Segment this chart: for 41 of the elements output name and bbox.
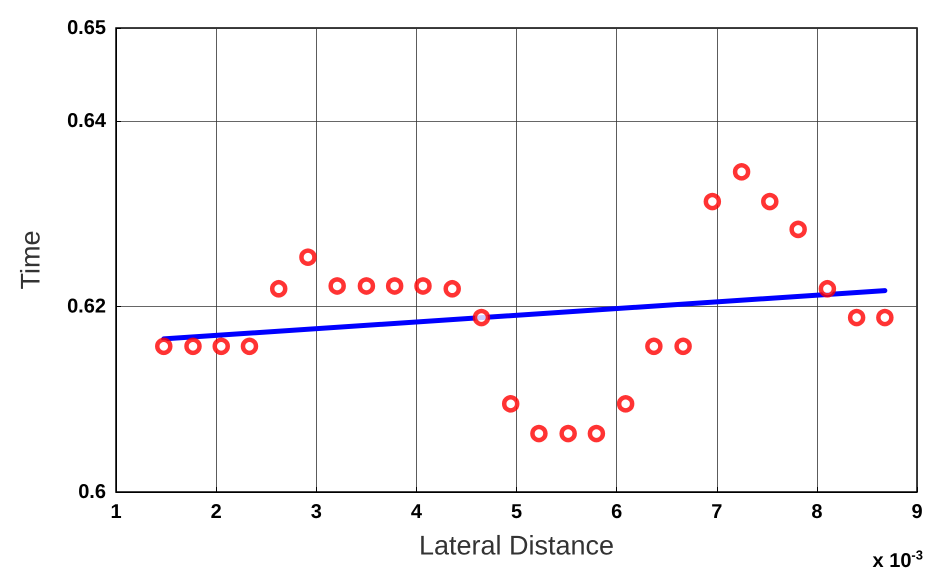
point	[386, 277, 404, 295]
point	[212, 338, 230, 356]
point	[588, 424, 606, 442]
y-tick-label: 0.6	[78, 481, 106, 503]
point	[443, 280, 461, 298]
point	[876, 308, 894, 326]
x-tick-label: 7	[711, 501, 722, 523]
point	[358, 277, 376, 295]
point	[240, 338, 258, 356]
x-tick-label: 3	[310, 501, 322, 523]
point	[848, 308, 866, 326]
point	[674, 338, 692, 356]
point	[270, 280, 288, 298]
point	[414, 277, 432, 295]
point	[472, 308, 490, 326]
y-axis-title: Time	[16, 230, 46, 290]
point	[559, 424, 577, 442]
x-axis-title: Lateral Distance	[418, 530, 614, 560]
point	[645, 338, 663, 356]
point	[704, 192, 722, 210]
point	[761, 192, 779, 210]
point	[530, 424, 548, 442]
point	[299, 248, 317, 266]
y-tick-label: 0.65	[67, 17, 106, 39]
y-tick-label: 0.62	[67, 295, 106, 318]
point	[818, 280, 836, 298]
x-tick-label: 4	[410, 501, 423, 523]
x-tick-label: 6	[611, 501, 622, 523]
point	[155, 338, 173, 356]
point	[732, 163, 750, 181]
x-tick-label: 5	[510, 501, 522, 523]
point	[184, 338, 202, 356]
point	[616, 395, 634, 413]
x-tick-label: 1	[110, 501, 122, 523]
point	[502, 395, 520, 413]
point	[328, 277, 346, 295]
point	[789, 220, 807, 238]
x-tick-label: 2	[210, 501, 222, 523]
x-tick-label: 9	[911, 501, 923, 523]
y-tick-label: 0.64	[67, 110, 107, 132]
x-tick-label: 8	[811, 501, 822, 523]
